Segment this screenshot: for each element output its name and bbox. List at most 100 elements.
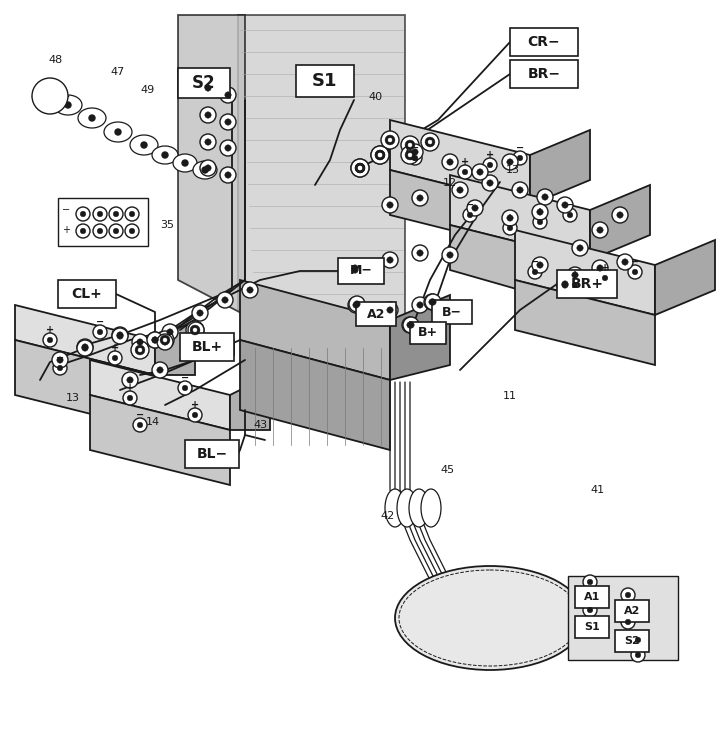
Circle shape <box>358 166 362 170</box>
Circle shape <box>225 145 231 151</box>
Polygon shape <box>590 185 650 260</box>
Polygon shape <box>655 240 715 315</box>
Ellipse shape <box>193 161 217 179</box>
Text: 13: 13 <box>506 165 520 175</box>
Circle shape <box>204 85 211 91</box>
Polygon shape <box>15 305 155 375</box>
Circle shape <box>503 221 517 235</box>
Circle shape <box>117 332 123 338</box>
Circle shape <box>583 603 597 617</box>
Circle shape <box>358 166 362 170</box>
Circle shape <box>125 207 139 221</box>
Circle shape <box>200 160 216 176</box>
Circle shape <box>204 165 211 171</box>
Text: −: − <box>96 317 104 327</box>
Circle shape <box>182 160 188 166</box>
Circle shape <box>97 329 103 335</box>
Circle shape <box>152 337 158 343</box>
FancyBboxPatch shape <box>180 333 234 361</box>
Circle shape <box>631 648 645 662</box>
Circle shape <box>424 294 440 310</box>
Circle shape <box>167 329 173 335</box>
Circle shape <box>220 167 236 183</box>
Circle shape <box>622 259 628 265</box>
Polygon shape <box>15 340 155 430</box>
Circle shape <box>430 299 436 305</box>
Polygon shape <box>178 15 245 315</box>
Circle shape <box>562 282 568 288</box>
Circle shape <box>82 344 88 350</box>
Circle shape <box>152 337 158 343</box>
Circle shape <box>425 137 435 147</box>
Text: −: − <box>531 257 539 267</box>
Circle shape <box>382 197 398 213</box>
FancyBboxPatch shape <box>58 280 116 308</box>
Circle shape <box>112 328 128 344</box>
Circle shape <box>621 588 635 602</box>
Polygon shape <box>390 120 530 205</box>
Circle shape <box>401 146 419 164</box>
Text: S2: S2 <box>192 74 216 92</box>
Polygon shape <box>515 280 655 365</box>
Circle shape <box>583 575 597 589</box>
Text: +: + <box>506 213 514 223</box>
Circle shape <box>117 333 123 339</box>
FancyBboxPatch shape <box>557 270 617 298</box>
Circle shape <box>428 299 435 305</box>
Circle shape <box>442 247 458 263</box>
Circle shape <box>502 154 518 170</box>
Circle shape <box>467 200 483 216</box>
Circle shape <box>32 78 68 114</box>
Polygon shape <box>390 170 530 250</box>
Ellipse shape <box>78 108 106 128</box>
Circle shape <box>587 607 593 613</box>
Circle shape <box>412 190 428 206</box>
Circle shape <box>408 143 412 147</box>
Circle shape <box>156 331 174 349</box>
Circle shape <box>412 149 418 155</box>
Circle shape <box>568 278 582 292</box>
Circle shape <box>375 150 385 160</box>
Text: 14: 14 <box>146 417 160 427</box>
Circle shape <box>115 129 121 135</box>
Text: −: − <box>466 200 474 210</box>
Circle shape <box>125 224 139 238</box>
Circle shape <box>138 348 142 352</box>
FancyBboxPatch shape <box>356 302 396 326</box>
FancyBboxPatch shape <box>338 258 384 284</box>
Circle shape <box>353 302 359 308</box>
Circle shape <box>192 305 208 321</box>
Circle shape <box>536 209 543 215</box>
Circle shape <box>112 355 117 361</box>
Circle shape <box>77 340 93 356</box>
Polygon shape <box>450 225 590 310</box>
Circle shape <box>635 637 641 643</box>
Circle shape <box>375 150 385 160</box>
Circle shape <box>192 412 198 418</box>
Circle shape <box>108 351 122 365</box>
Circle shape <box>355 163 365 173</box>
Circle shape <box>477 168 483 175</box>
Circle shape <box>204 139 211 145</box>
Text: +: + <box>571 270 579 280</box>
Circle shape <box>612 207 628 223</box>
Polygon shape <box>390 295 450 380</box>
Circle shape <box>182 385 188 391</box>
Circle shape <box>557 277 573 293</box>
Circle shape <box>77 339 93 355</box>
Circle shape <box>507 159 513 165</box>
Text: BR−: BR− <box>528 67 560 81</box>
Text: −: − <box>566 200 574 210</box>
Circle shape <box>200 80 216 96</box>
FancyBboxPatch shape <box>185 440 239 468</box>
Circle shape <box>57 365 63 371</box>
Circle shape <box>122 372 138 388</box>
Circle shape <box>112 327 128 343</box>
Circle shape <box>597 227 603 233</box>
FancyBboxPatch shape <box>510 60 578 88</box>
Circle shape <box>43 333 57 347</box>
Circle shape <box>592 222 608 238</box>
Circle shape <box>413 155 418 161</box>
Circle shape <box>557 197 573 213</box>
Circle shape <box>387 307 393 313</box>
